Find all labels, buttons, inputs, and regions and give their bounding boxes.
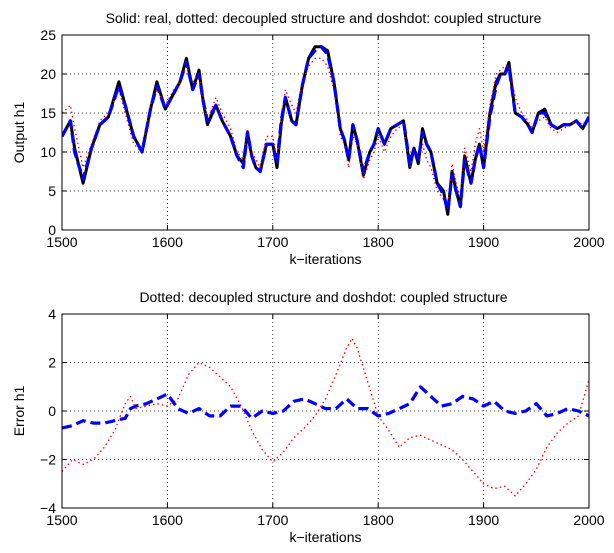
y-tick-label: 10: [40, 144, 56, 160]
chart-1: Solid: real, dotted: decoupled structure…: [11, 10, 605, 267]
y-tick-label: −2: [40, 452, 56, 468]
x-tick-label: 1900: [468, 512, 499, 528]
x-tick-label: 1800: [363, 512, 394, 528]
x-tick-label: 1700: [257, 234, 288, 250]
y-axis-label: Error h1: [11, 386, 27, 437]
y-axis-label: Output h1: [11, 102, 27, 164]
y-tick-label: 0: [48, 222, 56, 238]
x-tick-label: 2000: [573, 512, 604, 528]
chart-title: Solid: real, dotted: decoupled structure…: [106, 10, 542, 26]
y-tick-label: 20: [40, 66, 56, 82]
x-tick-label: 1600: [152, 512, 183, 528]
y-tick-label: 2: [48, 355, 56, 371]
x-tick-label: 1700: [257, 512, 288, 528]
x-tick-label: 1500: [46, 512, 77, 528]
chart-title: Dotted: decoupled structure and doshdot:…: [139, 289, 507, 305]
x-axis-label: k−iterations: [290, 529, 362, 545]
series-line-decoupled: [62, 337, 589, 497]
y-tick-label: 15: [40, 105, 56, 121]
x-tick-label: 1600: [152, 234, 183, 250]
x-tick-label: 1500: [46, 234, 77, 250]
plot-area: [62, 45, 589, 216]
y-tick-label: 5: [48, 183, 56, 199]
y-tick-label: 4: [48, 306, 56, 322]
y-tick-label: −4: [40, 500, 56, 516]
y-tick-label: 25: [40, 27, 56, 43]
x-tick-label: 2000: [573, 234, 604, 250]
x-axis-label: k−iterations: [290, 251, 362, 267]
x-tick-label: 1900: [468, 234, 499, 250]
y-tick-label: 0: [48, 403, 56, 419]
axes-frame: [61, 34, 590, 231]
plot-area: [62, 337, 589, 497]
series-line-coupled: [62, 385, 589, 430]
x-tick-label: 1800: [363, 234, 394, 250]
chart-2: Dotted: decoupled structure and doshdot:…: [11, 289, 605, 545]
series-line-real: [62, 45, 589, 216]
